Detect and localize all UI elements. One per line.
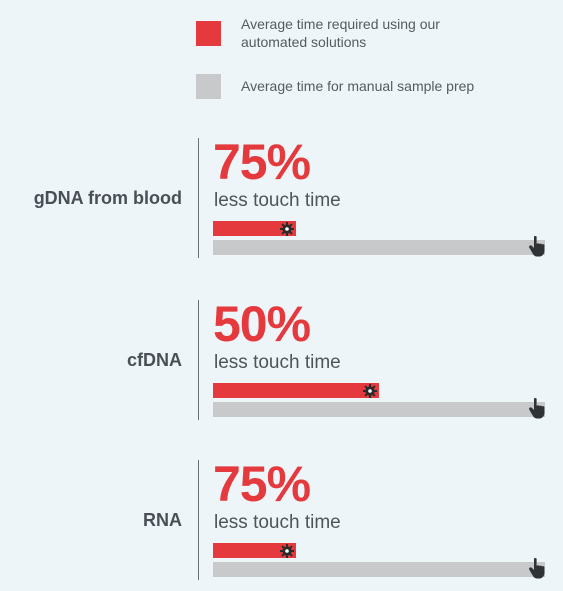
category-label: RNA [143, 510, 182, 530]
group-divider [198, 300, 199, 420]
bar-manual [213, 562, 545, 577]
category-label: gDNA from blood [33, 188, 182, 208]
hand-icon [528, 397, 548, 419]
legend-label-automated: Average time required using our automate… [241, 16, 440, 50]
gear-icon [280, 222, 294, 236]
reduction-percent: 75% [213, 456, 311, 512]
bar-automated [213, 543, 296, 558]
gear-icon [280, 544, 294, 558]
category-label: cfDNA [126, 350, 182, 370]
gear-icon [363, 384, 377, 398]
reduction-subtext: less touch time [214, 190, 341, 211]
bar-automated [213, 383, 379, 398]
legend-swatch-automated [196, 21, 221, 46]
bar-manual [213, 402, 545, 417]
reduction-subtext: less touch time [214, 352, 341, 373]
reduction-percent: 75% [213, 134, 311, 190]
reduction-subtext: less touch time [214, 512, 341, 533]
reduction-percent: 50% [213, 296, 311, 352]
hand-icon [528, 557, 548, 579]
hand-icon [528, 235, 548, 257]
group-divider [198, 460, 199, 580]
legend-swatch-manual [196, 74, 221, 99]
bar-manual [213, 240, 545, 255]
bar-automated [213, 221, 296, 236]
legend-label-manual: Average time for manual sample prep [241, 78, 475, 94]
group-divider [198, 138, 199, 258]
